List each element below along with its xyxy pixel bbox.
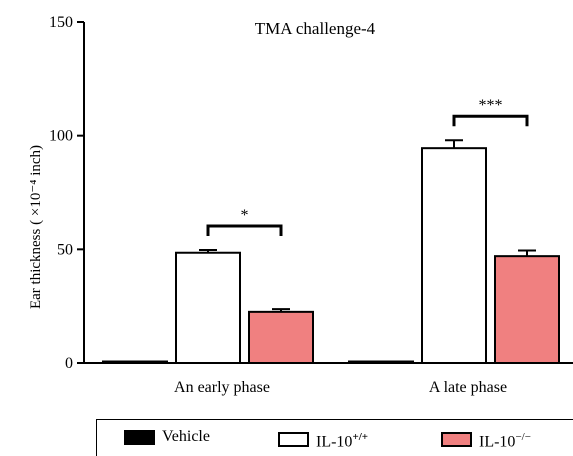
y-tick-label-2: 100 — [49, 128, 73, 145]
bar-1-2 — [494, 255, 560, 364]
legend-label-il10-wildtype: IL-10+/+ — [316, 428, 368, 451]
legend: Vehicle IL-10+/+ IL-10−/− — [96, 419, 573, 456]
legend-item-vehicle: Vehicle — [124, 428, 210, 446]
legend-label-il10-knockout-sup: −/− — [515, 431, 531, 443]
bar-1-1 — [421, 147, 487, 364]
legend-label-il10-wildtype-base: IL-10 — [316, 433, 353, 451]
y-axis-label: Ear thickness ( ×10⁻⁴ inch) — [28, 145, 44, 309]
legend-item-il10-wildtype: IL-10+/+ — [278, 428, 368, 451]
bar-1-0 — [348, 360, 414, 364]
legend-swatch-vehicle — [124, 429, 155, 445]
legend-swatch-il10-knockout — [441, 432, 472, 448]
significance-bracket-1 — [452, 114, 529, 127]
x-tick-label-0: An early phase — [174, 379, 270, 396]
significance-label-1: *** — [479, 97, 503, 114]
y-tick-label-0: 0 — [65, 355, 73, 372]
significance-label-0: * — [241, 207, 249, 224]
bar-0-0 — [102, 360, 168, 364]
significance-bracket-0 — [206, 224, 283, 237]
y-tick-label-1: 50 — [57, 241, 73, 258]
legend-label-il10-knockout: IL-10−/− — [479, 428, 531, 451]
bar-0-2 — [248, 310, 314, 365]
y-tick-label-3: 150 — [49, 14, 73, 31]
legend-label-il10-knockout-base: IL-10 — [479, 433, 516, 451]
legend-item-il10-knockout: IL-10−/− — [441, 428, 531, 451]
chart-marks: 0 50 100 150 An early phase * A late phase *** — [49, 14, 560, 396]
legend-label-il10-wildtype-sup: +/+ — [352, 431, 369, 443]
legend-swatch-il10-wildtype — [278, 432, 309, 448]
x-tick-label-1: A late phase — [429, 379, 507, 396]
chart: TMA challenge-4 Ear thickness ( ×10⁻⁴ in… — [28, 14, 573, 396]
chart-title: TMA challenge-4 — [255, 19, 376, 38]
bar-0-1 — [175, 251, 241, 364]
legend-label-vehicle: Vehicle — [162, 428, 210, 445]
